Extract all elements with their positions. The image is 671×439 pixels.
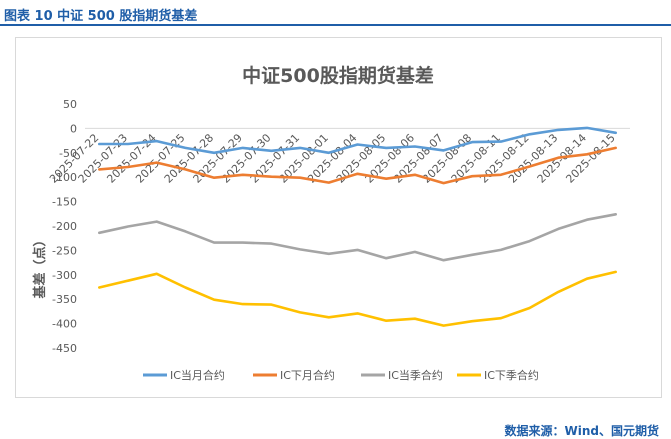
legend-label: IC下月合约 bbox=[280, 368, 335, 382]
chart-title: 中证500股指期货基差 bbox=[242, 64, 434, 87]
series-line-1 bbox=[98, 146, 618, 185]
series-line-2 bbox=[98, 213, 618, 262]
legend-label: IC当月合约 bbox=[170, 368, 225, 382]
y-tick-label: -100 bbox=[52, 171, 77, 184]
y-tick-label: 0 bbox=[70, 122, 77, 135]
series-line-0 bbox=[98, 126, 618, 155]
y-tick-label: -50 bbox=[59, 147, 77, 160]
y-axis-label: 基差（点） bbox=[32, 233, 48, 299]
legend-label: IC下季合约 bbox=[484, 368, 539, 382]
y-tick-label: -300 bbox=[52, 269, 77, 282]
chart-svg: 中证500股指期货基差 基差（点） 50 0 -50 -100 -150 -200 -250… bbox=[32, 64, 630, 382]
legend-label: IC当季合约 bbox=[388, 368, 443, 382]
x-axis-ticks: 2025-07-222025-07-232025-07-242025-07-25… bbox=[47, 131, 618, 185]
y-axis-ticks: 50 0 -50 -100 -150 -200 -250 -300 -350 -400 -450 bbox=[52, 98, 77, 355]
figure-caption: 图表 10 中证 500 股指期货基差 bbox=[4, 9, 198, 24]
y-tick-label: 50 bbox=[63, 98, 77, 111]
series-line-3 bbox=[98, 270, 618, 327]
y-tick-label: -400 bbox=[52, 318, 77, 331]
caption-divider bbox=[0, 24, 671, 26]
y-tick-label: -350 bbox=[52, 293, 77, 306]
y-tick-label: -450 bbox=[52, 342, 77, 355]
y-tick-label: -150 bbox=[52, 196, 77, 209]
y-tick-label: -200 bbox=[52, 220, 77, 233]
series-lines bbox=[98, 126, 618, 327]
y-tick-label: -250 bbox=[52, 244, 77, 257]
chart-panel: 中证500股指期货基差 基差（点） 50 0 -50 -100 -150 -200 -250… bbox=[15, 37, 662, 398]
legend: IC当月合约 IC下月合约 IC当季合约 IC下季合约 bbox=[143, 368, 539, 382]
data-source-note: 数据来源：Wind、国元期货 bbox=[504, 424, 659, 438]
